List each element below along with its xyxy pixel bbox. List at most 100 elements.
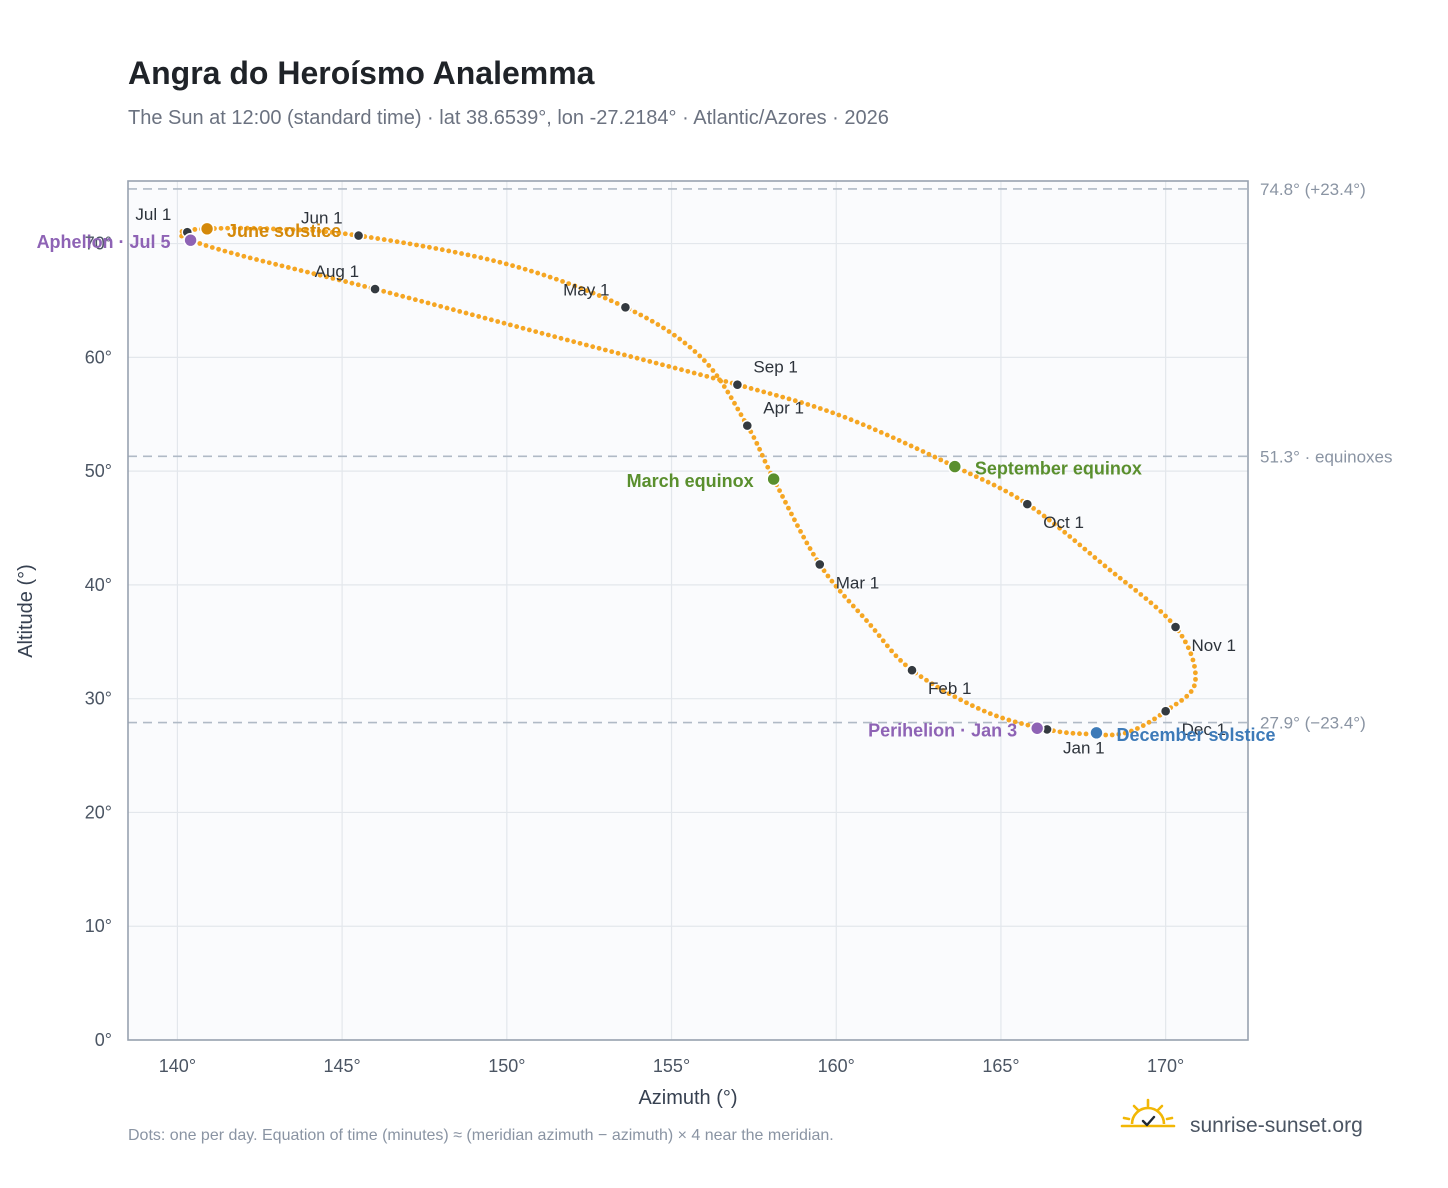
daily-sun-dot bbox=[1140, 723, 1146, 728]
daily-sun-dot bbox=[459, 251, 464, 256]
daily-sun-dot bbox=[751, 435, 757, 440]
daily-sun-dot bbox=[902, 662, 908, 668]
daily-sun-dot bbox=[805, 402, 811, 407]
daily-sun-dot bbox=[884, 432, 890, 438]
daily-sun-dot bbox=[649, 318, 655, 324]
daily-sun-dot bbox=[578, 285, 584, 291]
y-axis-ticks: 0° 10° 20° 30° 40° 50° 60° 70° bbox=[85, 234, 112, 1050]
reference-line-label: 51.3° · equinoxes bbox=[1260, 447, 1393, 466]
daily-sun-dot bbox=[855, 608, 861, 614]
event-marker bbox=[766, 471, 781, 487]
daily-sun-dot bbox=[738, 412, 744, 418]
daily-sun-dot bbox=[303, 227, 309, 233]
month-marker bbox=[369, 283, 381, 295]
daily-sun-dot bbox=[257, 226, 263, 231]
chart-subtitle: The Sun at 12:00 (standard time) · lat 3… bbox=[128, 107, 889, 129]
daily-sun-dot bbox=[539, 330, 545, 336]
daily-sun-dot bbox=[1052, 521, 1057, 527]
daily-sun-dot bbox=[632, 309, 638, 315]
daily-sun-dot bbox=[529, 268, 534, 274]
month-label: Apr 1 bbox=[763, 399, 804, 418]
month-label: Aug 1 bbox=[315, 262, 359, 281]
daily-sun-dot bbox=[777, 488, 782, 493]
daily-sun-dot bbox=[701, 358, 707, 363]
daily-sun-dot bbox=[310, 228, 316, 234]
daily-sun-dot bbox=[433, 246, 439, 251]
daily-sun-dot bbox=[837, 588, 843, 594]
y-tick-label: 0° bbox=[95, 1030, 112, 1050]
daily-sun-dot bbox=[526, 327, 532, 333]
daily-sun-dot bbox=[342, 231, 348, 237]
daily-sun-dot bbox=[795, 523, 800, 528]
daily-sun-dot bbox=[572, 283, 578, 289]
daily-sun-dot bbox=[685, 368, 691, 374]
daily-sun-dot bbox=[773, 392, 779, 398]
daily-sun-dot bbox=[1036, 509, 1042, 515]
daily-sun-dot bbox=[1193, 676, 1198, 682]
daily-sun-dot bbox=[918, 674, 924, 680]
daily-sun-dot bbox=[216, 246, 221, 252]
daily-sun-dot bbox=[264, 226, 270, 232]
daily-sun-dot bbox=[450, 307, 456, 313]
daily-sun-dot bbox=[446, 248, 452, 254]
event-marker bbox=[1089, 725, 1104, 741]
daily-sun-dot bbox=[842, 593, 847, 599]
daily-sun-dot bbox=[501, 320, 507, 326]
daily-sun-dot bbox=[638, 312, 644, 318]
event-label: Aphelion · Jul 5 bbox=[37, 232, 171, 252]
daily-sun-dot bbox=[241, 253, 247, 259]
month-label: Sep 1 bbox=[753, 358, 797, 377]
daily-sun-dot bbox=[507, 322, 513, 328]
daily-sun-dot bbox=[682, 340, 688, 346]
daily-sun-dot bbox=[284, 227, 289, 232]
daily-sun-dot bbox=[994, 713, 999, 719]
daily-sun-dot bbox=[854, 419, 860, 425]
daily-sun-dot bbox=[535, 270, 541, 276]
daily-sun-dot bbox=[628, 354, 634, 359]
daily-sun-dot bbox=[1083, 731, 1089, 737]
daily-sun-dot bbox=[444, 305, 450, 311]
daily-sun-dot bbox=[807, 546, 813, 551]
reference-line-label: 74.8° (+23.4°) bbox=[1260, 180, 1366, 199]
daily-sun-dot bbox=[1192, 663, 1197, 669]
daily-sun-dot bbox=[471, 253, 477, 259]
daily-sun-dot bbox=[192, 227, 198, 232]
daily-sun-dot bbox=[935, 684, 941, 690]
daily-sun-dot bbox=[825, 573, 831, 579]
daily-sun-dot bbox=[238, 225, 244, 231]
daily-sun-dot bbox=[644, 315, 649, 321]
daily-sun-dot bbox=[1082, 546, 1088, 552]
daily-sun-dot bbox=[679, 367, 684, 373]
daily-sun-dot bbox=[425, 300, 431, 306]
daily-sun-dot bbox=[247, 255, 253, 261]
daily-sun-dot bbox=[914, 446, 920, 452]
daily-sun-dot bbox=[343, 279, 348, 284]
daily-sun-dot bbox=[761, 389, 767, 395]
daily-sun-dot bbox=[1138, 592, 1144, 597]
daily-sun-dot bbox=[728, 395, 734, 401]
daily-sun-dot bbox=[590, 290, 596, 296]
daily-sun-dot bbox=[401, 240, 406, 246]
daily-sun-dot bbox=[634, 355, 640, 361]
daily-sun-dot bbox=[735, 406, 741, 412]
month-label: Oct 1 bbox=[1043, 513, 1084, 532]
daily-sun-dot bbox=[1116, 731, 1122, 737]
daily-sun-dot bbox=[1173, 701, 1179, 707]
daily-sun-dot bbox=[880, 638, 886, 644]
daily-sun-dot bbox=[786, 396, 792, 402]
y-axis-label: Altitude (°) bbox=[15, 564, 37, 658]
daily-sun-dot bbox=[497, 259, 503, 265]
daily-sun-dot bbox=[305, 269, 310, 275]
daily-sun-dot bbox=[266, 260, 272, 266]
daily-sun-dot bbox=[419, 298, 425, 304]
daily-sun-dot bbox=[824, 408, 829, 414]
daily-sun-dot bbox=[1185, 645, 1191, 651]
month-marker bbox=[352, 229, 365, 242]
daily-sun-dot bbox=[975, 706, 981, 711]
daily-sun-dot bbox=[452, 249, 458, 255]
analemma-curve bbox=[179, 225, 1198, 738]
daily-sun-dot bbox=[547, 274, 553, 280]
x-tick-label: 160° bbox=[818, 1056, 855, 1076]
daily-sun-dot bbox=[985, 479, 991, 485]
